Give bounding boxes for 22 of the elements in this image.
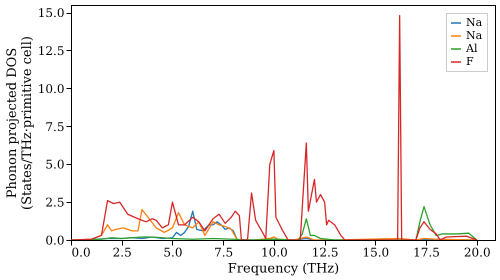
x-tick-label: 12.5 bbox=[312, 246, 338, 260]
y-tick-label: 2.5 bbox=[45, 196, 64, 210]
y-tick-label: 12.5 bbox=[38, 44, 64, 58]
x-tick-label: 0.0 bbox=[72, 246, 91, 260]
x-tick-label: 5.0 bbox=[163, 246, 182, 260]
y-tick-label: 0.0 bbox=[45, 234, 64, 248]
legend-label: Na bbox=[466, 16, 483, 29]
x-tick-label: 17.5 bbox=[413, 246, 440, 260]
y-tick-label: 7.5 bbox=[45, 120, 64, 134]
y-axis-title: Phonon projected DOS (States/THz·primitive cell) bbox=[4, 36, 35, 210]
legend-label: Al bbox=[465, 42, 478, 55]
x-tick-label: 7.5 bbox=[214, 246, 234, 260]
y-tick-label: 5.0 bbox=[45, 158, 64, 172]
legend-label: F bbox=[466, 55, 474, 68]
x-tick-label: 15.0 bbox=[362, 246, 390, 260]
legend-label: Na bbox=[466, 29, 483, 42]
y-tick-label: 10.0 bbox=[38, 82, 64, 96]
y-tick-label: 15.0 bbox=[38, 6, 64, 20]
x-tick-label: 20.0 bbox=[464, 246, 491, 260]
x-tick-label: 10.0 bbox=[261, 246, 288, 260]
x-tick-label: 2.5 bbox=[112, 246, 132, 260]
x-axis-title: Frequency (THz) bbox=[228, 262, 340, 276]
